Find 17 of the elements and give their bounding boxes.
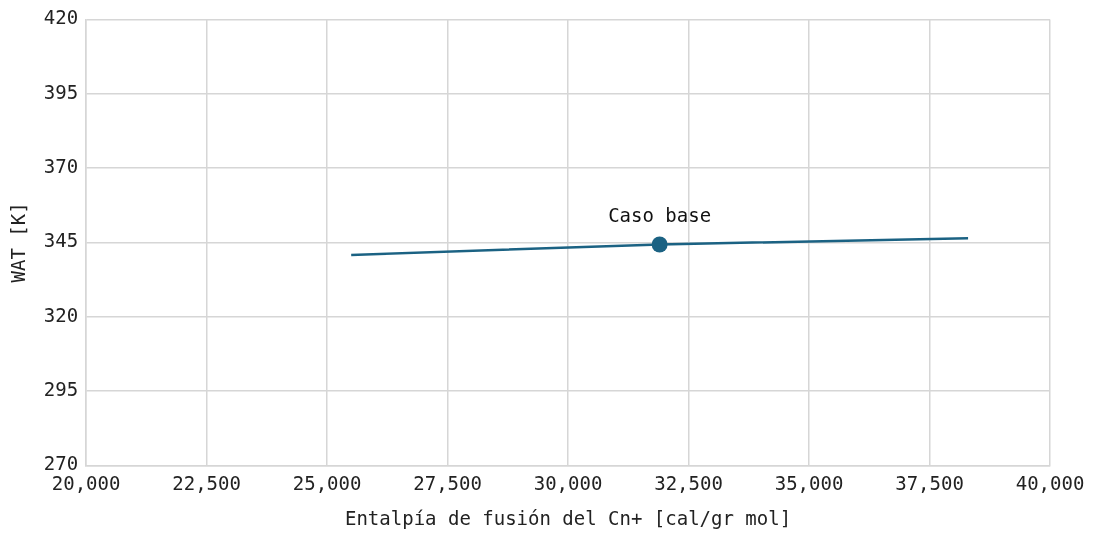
y-tick-label: 395 <box>43 80 79 103</box>
y-tick-label: 295 <box>43 378 79 400</box>
x-tick-label: 40,000 <box>1015 471 1085 494</box>
annotation: Caso base <box>608 203 712 226</box>
x-tick-label: 25,000 <box>292 471 362 494</box>
y-tick-label: 320 <box>43 303 79 326</box>
x-tick-label: 37,500 <box>895 471 964 494</box>
x-tick-label: 30,000 <box>533 471 603 494</box>
y-tick-label: 345 <box>43 229 79 252</box>
y-axis-title: WAT [K] <box>7 202 30 283</box>
y-tick-label: 370 <box>43 155 79 177</box>
x-tick-label: 35,000 <box>774 471 844 494</box>
x-tick-label: 22,500 <box>172 471 241 494</box>
x-tick-label: 27,500 <box>413 471 482 494</box>
y-tick-label: 420 <box>43 6 79 29</box>
x-axis-title: Entalpía de fusión del Cn+ [cal/gr mol] <box>345 506 792 529</box>
x-tick-label: 32,500 <box>654 471 723 494</box>
